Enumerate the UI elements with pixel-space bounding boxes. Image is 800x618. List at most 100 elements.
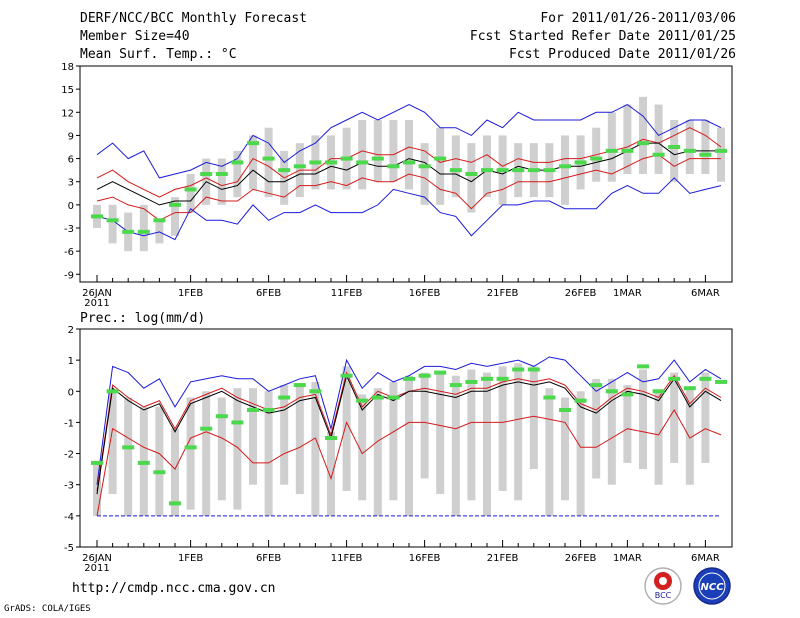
prec-range-bar	[280, 385, 289, 485]
precipitation-panel: -5 -4 -3 -2 -1 0 1 2 26JAN 1FEB 6FEB 11FEB 16FEB 21FE…	[64, 325, 733, 574]
bcc-logo: BCC	[644, 567, 682, 605]
prec-range-bar	[358, 394, 367, 501]
temp-observed-marker	[153, 218, 166, 223]
temp-range-bar	[607, 112, 616, 182]
temp-observed-marker	[621, 148, 634, 153]
temp-range-bar	[701, 120, 710, 174]
prec-x-tick-label: 16FEB	[409, 553, 441, 564]
prec-x-tick-label: 6MAR	[691, 553, 720, 564]
prec-observed-marker	[637, 364, 649, 369]
temp-range-bar	[561, 135, 569, 205]
prec-y-tick-label: -3	[64, 481, 74, 492]
prec-observed-marker	[668, 376, 681, 381]
temp-y-tick-label: -9	[64, 270, 74, 281]
temp-observed-marker	[137, 229, 150, 234]
prec-y-tick-label: -5	[64, 543, 74, 554]
prec-range-bar	[405, 375, 413, 516]
chart-title: DERF/NCC/BCC Monthly Forecast	[80, 11, 307, 26]
prec-y-tick-label: 0	[68, 387, 74, 398]
prec-observed-marker	[527, 367, 540, 372]
prec-range-bar	[155, 406, 164, 516]
prec-range-bar	[498, 366, 507, 491]
prec-observed-marker	[371, 395, 384, 400]
temp-observed-marker	[637, 141, 649, 146]
forecast-produced-date: Fcst Produced Date 2011/01/26	[509, 47, 736, 62]
temp-x-tick-label: 6MAR	[691, 288, 720, 299]
temp-range-bar	[717, 127, 725, 182]
prec-observed-marker	[387, 395, 400, 400]
prec-range-bar	[670, 372, 679, 463]
temp-observed-marker	[668, 145, 681, 149]
prec-range-bar	[420, 372, 429, 479]
temp-observed-marker	[309, 160, 322, 165]
prec-observed-marker	[169, 501, 181, 506]
temperature-panel: -9 -6 -3 0 3 6 9 12 15 18 26JAN 1FEB 6FEB 11FEB 16FEB 2…	[61, 62, 733, 309]
prec-upper-envelope-line	[96, 356, 722, 485]
temp-y-tick-label: 3	[68, 178, 74, 189]
temp-lower-envelope-line	[96, 177, 722, 241]
prec-x-tick-label: 1MAR	[613, 553, 642, 564]
temp-x-year-label: 2011	[84, 298, 109, 309]
prec-observed-marker	[122, 445, 135, 450]
temp-range-bar	[654, 104, 663, 174]
prec-range-bar	[623, 385, 632, 463]
prec-x-tick-label: 26FEB	[565, 553, 597, 564]
temp-x-tick-label: 16FEB	[409, 288, 441, 299]
ncc-logo-text: NCC	[700, 582, 724, 593]
prec-range-bar	[685, 388, 694, 485]
temp-upper-envelope-line	[96, 104, 722, 179]
prec-range-bar	[249, 388, 257, 485]
temp-x-tick-label: 21FEB	[487, 288, 519, 299]
prec-lower-spread-line	[96, 409, 722, 516]
temp-range-bar	[139, 204, 148, 252]
prec-range-bar	[514, 363, 523, 501]
prec-range-bar	[701, 372, 710, 463]
header-right: For 2011/01/26-2011/03/06 Fcst Started R…	[470, 10, 736, 64]
prec-range-bar	[373, 388, 382, 516]
prec-x-tick-label: 11FEB	[331, 553, 363, 564]
prec-observed-marker	[621, 392, 634, 397]
temp-x-tick-label: 6FEB	[256, 288, 281, 299]
temp-observed-marker	[496, 168, 509, 173]
prec-range-bar	[451, 375, 460, 516]
temp-observed-marker	[559, 164, 571, 169]
temp-y-tick-label: 6	[68, 155, 74, 166]
temp-x-tick-label: 1FEB	[178, 288, 203, 299]
temp-range-bar	[108, 204, 117, 244]
forecast-period: For 2011/01/26-2011/03/06	[540, 11, 736, 26]
temp-range-bar	[405, 120, 413, 190]
temp-observed-marker	[418, 164, 431, 169]
temp-observed-marker	[340, 156, 353, 161]
temp-observed-marker	[278, 168, 291, 173]
temp-range-bar	[639, 96, 647, 174]
prec-observed-marker	[137, 460, 150, 465]
temp-y-tick-label: 15	[61, 85, 74, 96]
prec-observed-marker	[434, 370, 447, 375]
header-left: DERF/NCC/BCC Monthly Forecast Member Siz…	[80, 10, 307, 64]
prec-observed-marker	[247, 407, 259, 412]
temp-observed-marker	[247, 141, 259, 146]
prec-observed-marker	[449, 383, 462, 388]
temp-observed-marker	[91, 214, 103, 219]
temp-observed-marker	[169, 202, 181, 207]
prec-range-bar	[545, 388, 554, 516]
prec-observed-marker	[106, 389, 119, 394]
prec-observed-marker	[559, 407, 571, 412]
temp-y-tick-label: 18	[61, 62, 74, 73]
temp-observed-marker	[262, 156, 275, 161]
prec-range-bar	[124, 397, 133, 516]
prec-observed-marker	[200, 426, 213, 431]
temp-observed-marker	[200, 172, 213, 176]
temp-observed-marker	[605, 148, 618, 153]
prec-x-year-label: 2011	[84, 563, 109, 574]
temp-x-tick-label: 26JAN	[82, 288, 112, 299]
temp-range-bar	[420, 143, 429, 205]
temp-range-bar	[467, 143, 476, 213]
prec-range-bar	[233, 388, 242, 510]
temp-range-bar	[264, 127, 273, 198]
prec-observed-marker	[652, 389, 665, 394]
temp-observed-marker	[574, 160, 587, 165]
temp-y-tick-label: -6	[64, 247, 74, 258]
temp-observed-marker	[543, 168, 556, 173]
temp-range-bar	[373, 120, 382, 182]
